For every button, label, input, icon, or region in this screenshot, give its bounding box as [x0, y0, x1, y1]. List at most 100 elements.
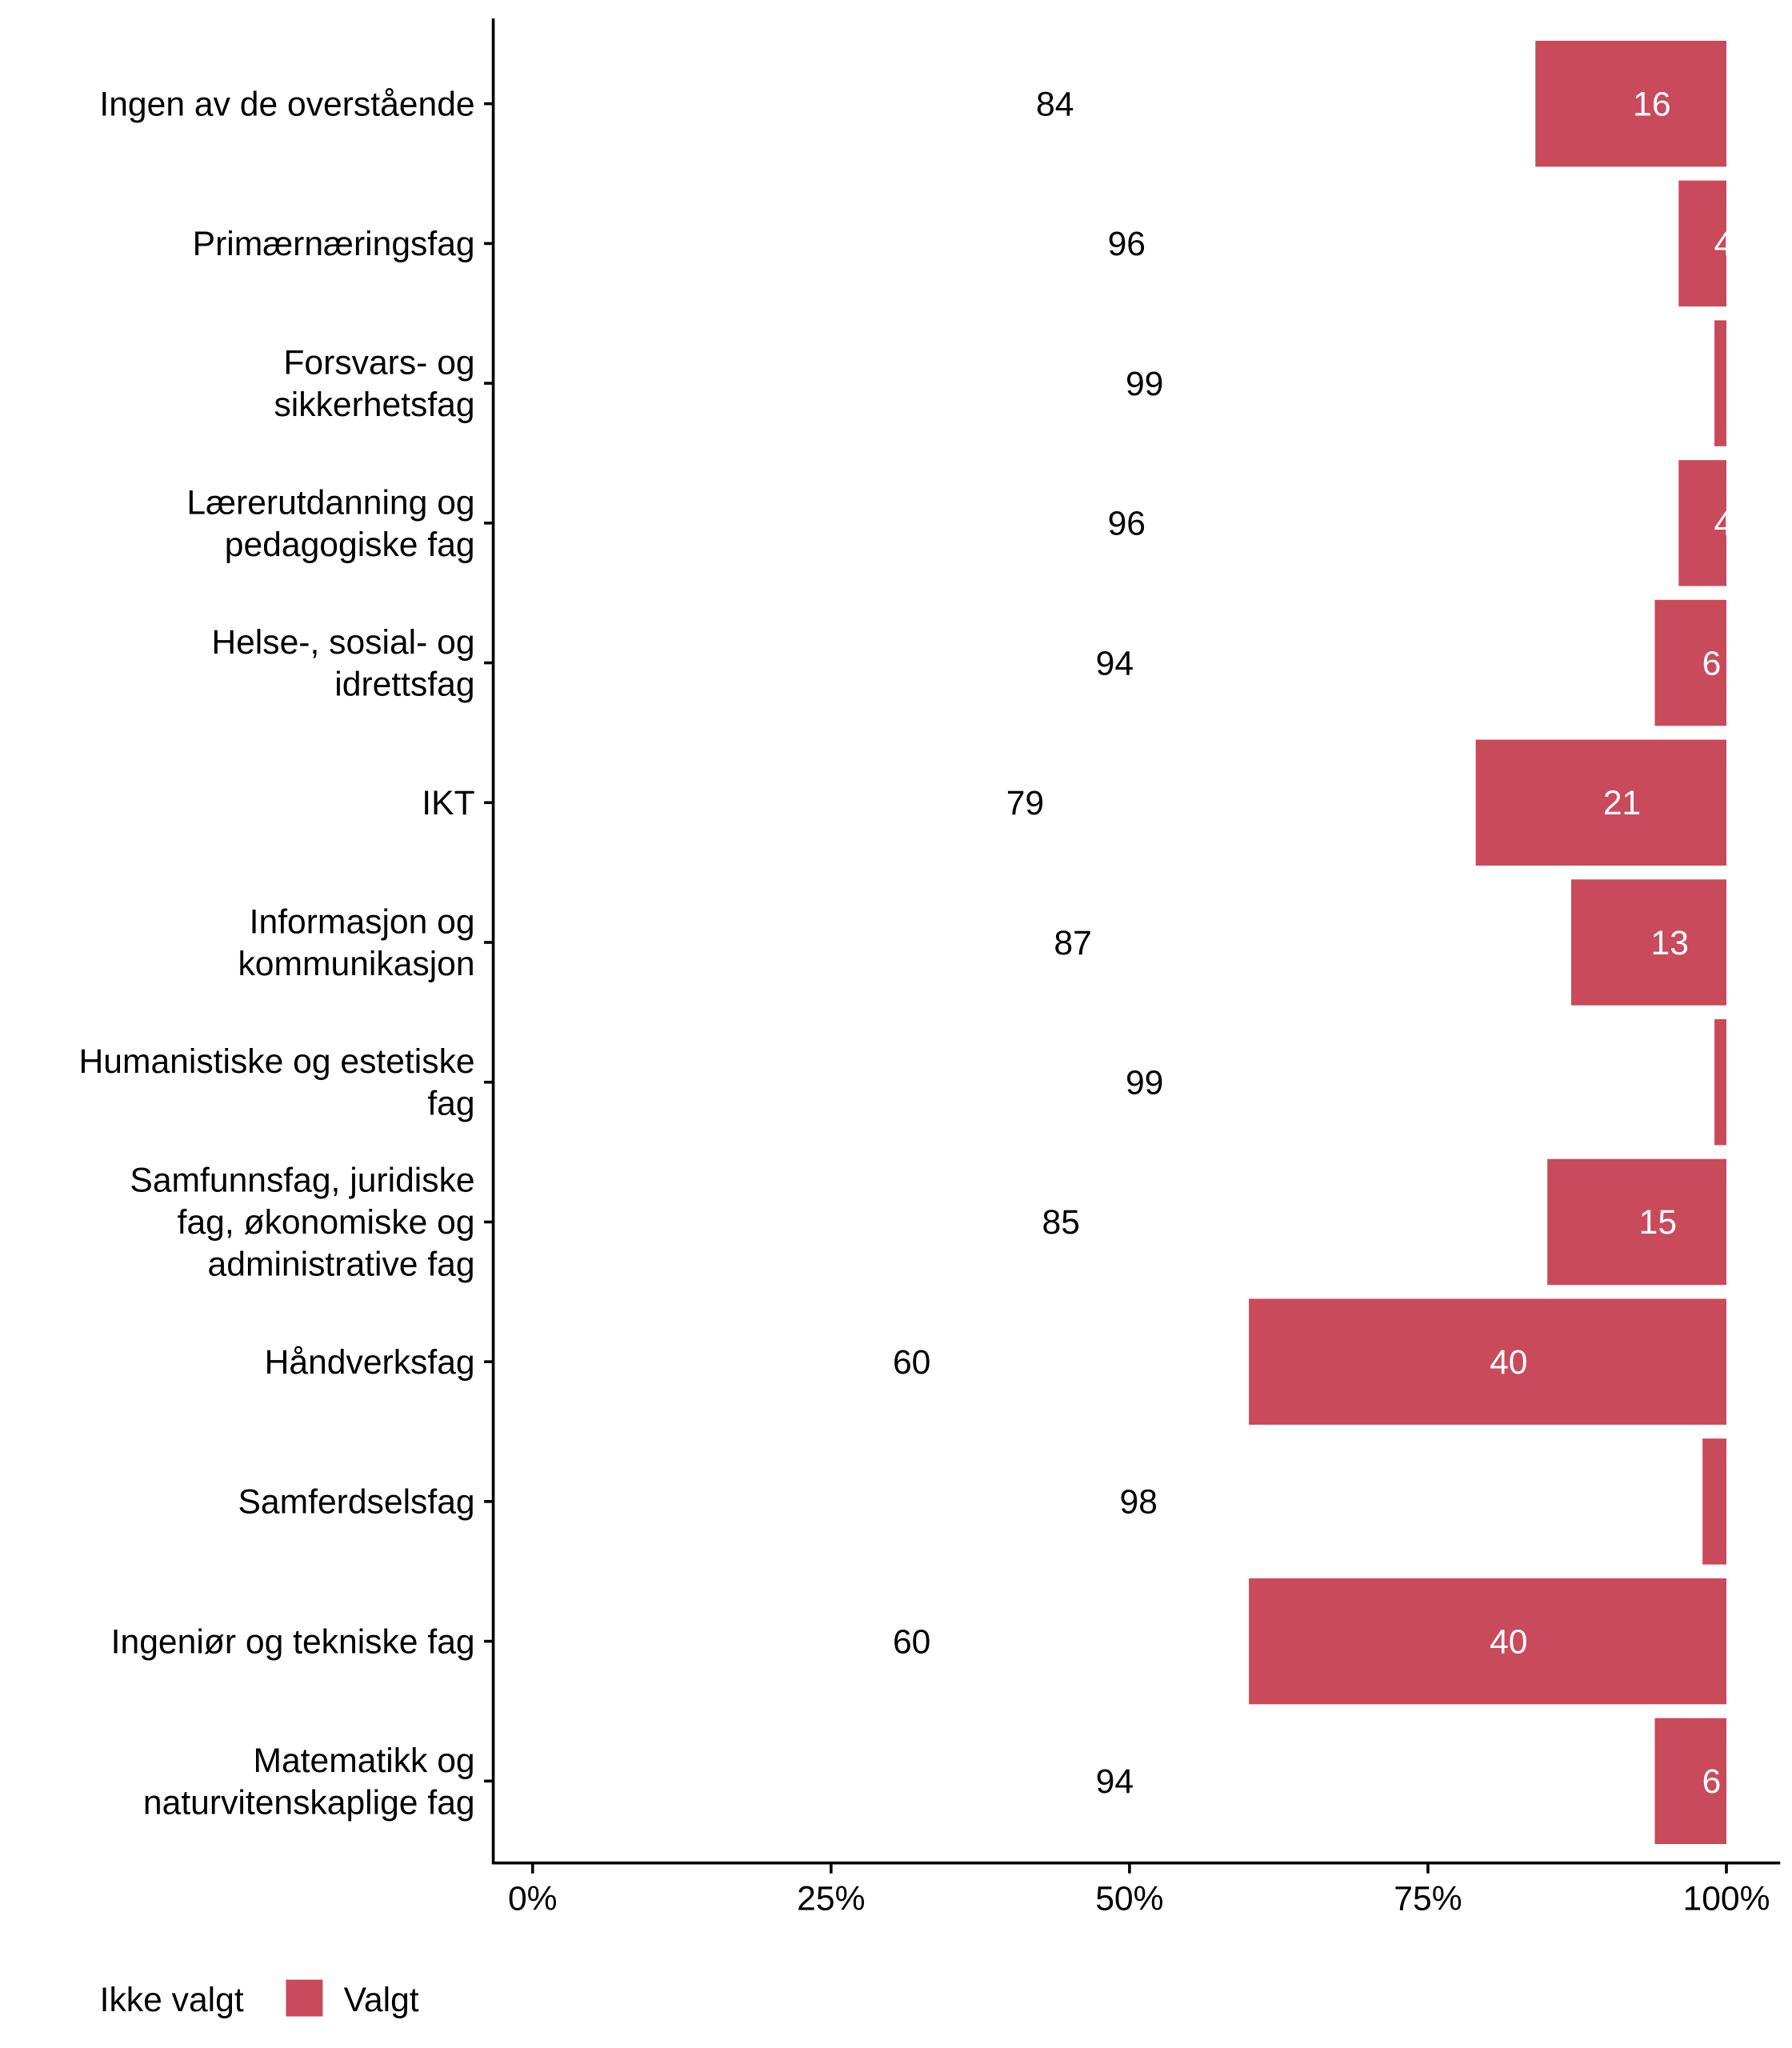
- y-axis-labels: Ingen av de overstående Primærnæringsfag F…: [78, 85, 494, 1822]
- bar-ikke-valgt: [532, 879, 1572, 1006]
- category-label-line: sikkerhetsfag: [274, 386, 474, 424]
- bar-ikke-valgt: [532, 460, 1679, 586]
- data-label-ikke-valgt: 94: [1096, 1762, 1134, 1801]
- category-label-line: Ingeniør og tekniske fag: [111, 1622, 475, 1661]
- category-label: Ingen av de overstående: [99, 85, 474, 123]
- bar-valgt: [1535, 40, 1727, 167]
- bar-ikke-valgt: [532, 1578, 1250, 1705]
- category-label-line: naturvitenskaplige fag: [143, 1783, 475, 1822]
- bar-valgt: [1678, 460, 1727, 586]
- category-label-line: Helse-, sosial- og: [211, 623, 474, 662]
- bar-valgt: [1475, 739, 1727, 866]
- x-tick-label: 75%: [1394, 1880, 1462, 1918]
- category-label-line: Informasjon og: [250, 903, 475, 942]
- bar-ikke-valgt: [532, 180, 1679, 307]
- bar-valgt: [1571, 879, 1727, 1006]
- category-label-line: administrative fag: [208, 1246, 475, 1284]
- bar-valgt: [1654, 599, 1727, 726]
- data-label-ikke-valgt: 98: [1119, 1483, 1157, 1522]
- category-label-line: fag: [427, 1085, 474, 1123]
- category-label: Helse-, sosial- og idrettsfag: [211, 623, 474, 703]
- bar-ikke-valgt: [532, 1019, 1715, 1146]
- category-label: Ingeniør og tekniske fag: [111, 1622, 475, 1661]
- data-label-valgt: 1: [1732, 365, 1751, 403]
- bar-ikke-valgt: [532, 40, 1536, 167]
- bar-ikke-valgt: [532, 1718, 1655, 1845]
- data-label-ikke-valgt: 60: [893, 1622, 930, 1661]
- bar-ikke-valgt: [532, 1438, 1703, 1565]
- bar-valgt: [1547, 1158, 1727, 1286]
- data-label-valgt: 4: [1714, 225, 1734, 263]
- data-label-valgt: 1: [1732, 1063, 1751, 1102]
- category-label-line: Primærnæringsfag: [193, 225, 475, 263]
- category-label: Håndverksfag: [265, 1343, 475, 1382]
- category-label-line: Forsvars- og: [283, 344, 474, 382]
- legend-swatch-valgt: [286, 1979, 323, 2017]
- bar-ikke-valgt: [532, 1158, 1548, 1286]
- bar-valgt: [1714, 320, 1727, 446]
- data-label-valgt: 4: [1714, 505, 1734, 543]
- data-label-valgt: 40: [1490, 1622, 1527, 1661]
- category-label: Humanistiske og estetiske fag: [78, 1042, 474, 1122]
- data-label-ikke-valgt: 85: [1042, 1203, 1079, 1242]
- category-label: Lærerutdanning og pedagogiske fag: [186, 483, 474, 563]
- x-axis-ticks: 0% 25% 50% 75% 100%: [508, 1862, 1770, 1918]
- data-label-valgt: 6: [1702, 1762, 1722, 1801]
- category-label-line: pedagogiske fag: [225, 526, 475, 564]
- bar-ikke-valgt: [532, 599, 1655, 726]
- data-label-valgt: 40: [1490, 1343, 1527, 1382]
- category-label: Samfunnsfag, juridiske fag, økonomiske og…: [130, 1162, 474, 1284]
- data-label-valgt: 21: [1603, 784, 1641, 822]
- category-label-line: Humanistiske og estetiske: [78, 1042, 474, 1081]
- legend: Ikke valgt Valgt: [100, 1979, 419, 2019]
- x-tick-label: 100%: [1682, 1880, 1770, 1918]
- data-label-valgt: 6: [1702, 644, 1722, 682]
- data-label-ikke-valgt: 96: [1108, 505, 1146, 543]
- category-label: Informasjon og kommunikasjon: [238, 903, 474, 983]
- category-label: Samferdselsfag: [238, 1483, 474, 1522]
- category-label: IKT: [422, 784, 474, 822]
- bar-valgt: [1714, 1019, 1727, 1146]
- data-label-ikke-valgt: 60: [893, 1343, 930, 1382]
- category-label-line: Samferdselsfag: [238, 1483, 474, 1522]
- x-tick-label: 50%: [1095, 1880, 1163, 1918]
- bar-valgt: [1249, 1578, 1727, 1705]
- x-tick-label: 0%: [508, 1880, 558, 1918]
- category-label-line: Samfunnsfag, juridiske: [130, 1162, 474, 1200]
- data-label-valgt: 2: [1726, 1483, 1745, 1522]
- category-label-line: Ingen av de overstående: [99, 85, 474, 123]
- category-label-line: Matematikk og: [253, 1742, 474, 1780]
- bar-ikke-valgt: [532, 1298, 1250, 1425]
- category-label-line: fag, økonomiske og: [178, 1203, 475, 1242]
- category-label-line: idrettsfag: [334, 666, 474, 704]
- x-tick-label: 25%: [797, 1880, 865, 1918]
- category-label: Forsvars- og sikkerhetsfag: [274, 344, 474, 424]
- legend-label-valgt: Valgt: [344, 1981, 419, 2019]
- category-label-line: Håndverksfag: [265, 1343, 475, 1382]
- data-label-valgt: 15: [1639, 1203, 1677, 1242]
- bar-valgt: [1654, 1718, 1727, 1845]
- data-label-valgt: 16: [1633, 85, 1670, 123]
- category-label-line: kommunikasjon: [238, 945, 474, 983]
- data-label-ikke-valgt: 99: [1126, 365, 1163, 403]
- bar-ikke-valgt: [532, 320, 1715, 446]
- data-label-ikke-valgt: 99: [1126, 1063, 1163, 1102]
- data-label-ikke-valgt: 87: [1054, 924, 1091, 962]
- data-label-ikke-valgt: 79: [1006, 784, 1044, 822]
- category-label: Matematikk og naturvitenskaplige fag: [143, 1742, 475, 1822]
- bar-ikke-valgt: [532, 739, 1476, 866]
- bars-layer: [532, 40, 1727, 1845]
- category-label-line: IKT: [422, 784, 474, 822]
- category-label: Primærnæringsfag: [193, 225, 475, 263]
- data-label-ikke-valgt: 84: [1036, 85, 1074, 123]
- data-label-valgt: 13: [1651, 924, 1689, 962]
- data-label-ikke-valgt: 96: [1108, 225, 1146, 263]
- bar-valgt: [1678, 180, 1727, 307]
- data-label-ikke-valgt: 94: [1096, 644, 1134, 682]
- bar-valgt: [1249, 1298, 1727, 1425]
- category-label-line: Lærerutdanning og: [186, 483, 474, 522]
- bar-valgt: [1702, 1438, 1727, 1565]
- legend-label-ikke-valgt: Ikke valgt: [100, 1981, 244, 2019]
